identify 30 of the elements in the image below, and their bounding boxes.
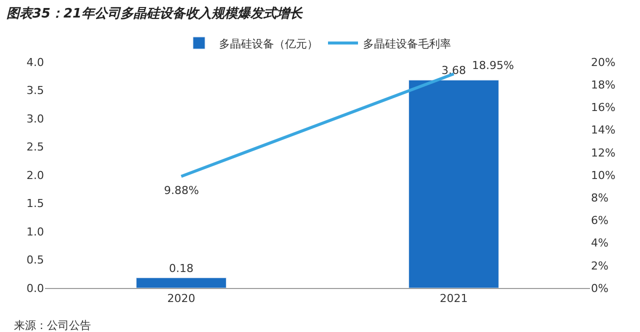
y-tick-label: 4.0	[26, 56, 44, 69]
y2-tick-label: 0%	[591, 282, 608, 295]
y-tick-label: 0.5	[26, 254, 44, 267]
y2-tick-label: 18%	[591, 78, 616, 92]
data-label: 18.95%	[472, 59, 514, 72]
y2-tick-label: 14%	[591, 124, 616, 137]
y-tick-label: 1.5	[26, 197, 44, 210]
y2-tick-label: 16%	[591, 101, 616, 114]
y-tick-label: 0.0	[26, 282, 44, 295]
y-tick-label: 3.0	[26, 112, 44, 126]
y2-tick-label: 6%	[591, 214, 608, 228]
y2-tick-label: 12%	[591, 146, 616, 160]
data-label: 3.68	[442, 64, 466, 78]
y2-tick-label: 4%	[591, 236, 608, 250]
y2-tick-label: 2%	[591, 259, 608, 272]
y2-tick-label: 20%	[591, 56, 616, 69]
legend-label: 多晶硅设备毛利率	[363, 37, 451, 50]
data-label: 0.18	[169, 262, 194, 275]
x-tick-label: 2021	[440, 292, 468, 306]
source-note: 来源：公司公告	[14, 319, 91, 332]
y-tick-label: 2.5	[26, 140, 44, 154]
legend-label: 多晶硅设备（亿元）	[219, 37, 318, 50]
y2-tick-label: 10%	[591, 168, 616, 182]
data-label: 9.88%	[164, 184, 199, 197]
y2-tick-label: 8%	[591, 191, 608, 204]
x-tick-label: 2020	[167, 292, 196, 306]
y-tick-label: 1.0	[26, 225, 44, 238]
chart-title: 图表35：21年公司多晶硅设备收入规模爆发式增长	[6, 5, 304, 22]
y-tick-label: 3.5	[26, 84, 44, 98]
y-tick-label: 2.0	[26, 168, 44, 182]
